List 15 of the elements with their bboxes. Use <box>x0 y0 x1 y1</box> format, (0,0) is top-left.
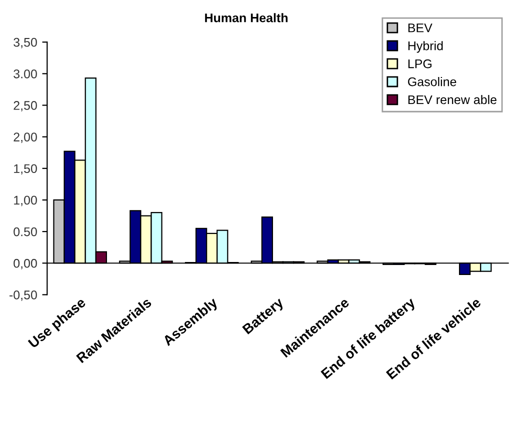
legend-label: BEV renew able <box>408 94 496 104</box>
y-tick-label: 1,50 <box>14 164 37 175</box>
chart-title: Human Health <box>205 13 288 22</box>
y-tick-label: 0.50 <box>14 227 37 236</box>
y-tick-label: 2,50 <box>14 101 37 112</box>
y-tick-label: 2,00 <box>14 132 37 143</box>
y-tick-label: 1,00 <box>14 196 37 206</box>
y-tick-label: 3,50 <box>14 38 37 48</box>
legend-label: Hybrid <box>408 41 443 53</box>
legend-label: Gasoline <box>408 77 456 86</box>
legend-label: BEV <box>408 24 432 32</box>
legend-label: LPG <box>408 59 432 68</box>
y-tick-label: 3.00 <box>14 69 37 78</box>
y-tick-label: -0,50 <box>10 290 37 301</box>
y-tick-label: 0,00 <box>14 258 37 270</box>
